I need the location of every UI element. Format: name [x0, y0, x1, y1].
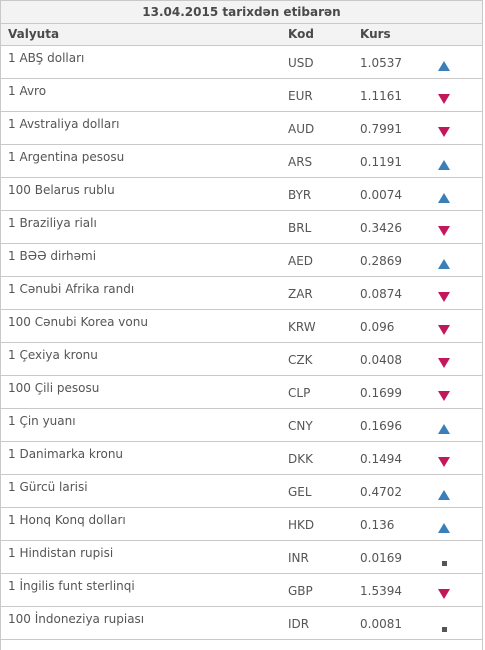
table-row: 1 Argentina pesosu ARS 0.1191: [1, 145, 482, 178]
exchange-rate: 0.0408: [360, 353, 402, 367]
trend-down-icon: [438, 457, 450, 467]
header-rate: Kurs: [360, 27, 391, 41]
table-row: 100 İndoneziya rupiası IDR 0.0081: [1, 607, 482, 640]
currency-code: IDR: [288, 617, 310, 631]
currency-name: 100 Çili pesosu: [8, 381, 100, 395]
currency-code: CNY: [288, 419, 313, 433]
exchange-rate: 0.0169: [360, 551, 402, 565]
currency-code: ARS: [288, 155, 313, 169]
currency-code: BYR: [288, 188, 312, 202]
trend-up-icon: [438, 160, 450, 170]
currency-name: 1 Çexiya kronu: [8, 348, 98, 362]
exchange-rate: 1.1161: [360, 89, 402, 103]
table-body: 1 ABŞ dolları USD 1.0537 1 Avro EUR 1.1161 1 A…: [1, 46, 482, 640]
currency-name: 1 Çin yuanı: [8, 414, 76, 428]
currency-name: 1 Avstraliya dolları: [8, 117, 120, 131]
table-row: 1 Danimarka kronu DKK 0.1494: [1, 442, 482, 475]
currency-code: CLP: [288, 386, 311, 400]
exchange-rate: 0.7991: [360, 122, 402, 136]
currency-name: 1 ABŞ dolları: [8, 51, 85, 65]
currency-code: BRL: [288, 221, 312, 235]
currency-code: GEL: [288, 485, 312, 499]
trend-up-icon: [438, 61, 450, 71]
table-row: 1 İngilis funt sterlinqi GBP 1.5394: [1, 574, 482, 607]
exchange-rate: 0.0874: [360, 287, 402, 301]
trend-up-icon: [438, 490, 450, 500]
currency-name: 100 Belarus rublu: [8, 183, 115, 197]
exchange-rate: 0.0074: [360, 188, 402, 202]
trend-up-icon: [438, 193, 450, 203]
trend-down-icon: [438, 292, 450, 302]
exchange-rate: 0.136: [360, 518, 395, 532]
trend-down-icon: [438, 589, 450, 599]
trend-down-icon: [438, 127, 450, 137]
currency-code: DKK: [288, 452, 313, 466]
trend-down-icon: [438, 358, 450, 368]
exchange-rate: 1.5394: [360, 584, 402, 598]
table-row: 1 BƏƏ dirhəmi AED 0.2869: [1, 244, 482, 277]
table-row: 1 Avstraliya dolları AUD 0.7991: [1, 112, 482, 145]
currency-code: INR: [288, 551, 309, 565]
trend-down-icon: [438, 94, 450, 104]
table-row: 1 Çexiya kronu CZK 0.0408: [1, 343, 482, 376]
currency-name: 1 Cənubi Afrika randı: [8, 282, 135, 296]
table-row: 1 Honq Konq dolları HKD 0.136: [1, 508, 482, 541]
table-continuation: [1, 640, 482, 650]
exchange-rate: 0.1191: [360, 155, 402, 169]
currency-name: 1 BƏƏ dirhəmi: [8, 249, 97, 263]
exchange-rate: 0.3426: [360, 221, 402, 235]
exchange-rate: 0.0081: [360, 617, 402, 631]
exchange-rate: 0.1494: [360, 452, 402, 466]
exchange-rate: 0.1699: [360, 386, 402, 400]
trend-up-icon: [438, 424, 450, 434]
exchange-rate: 1.0537: [360, 56, 402, 70]
table-row: 1 Braziliya rialı BRL 0.3426: [1, 211, 482, 244]
table-row: 1 Gürcü larisi GEL 0.4702: [1, 475, 482, 508]
currency-code: ZAR: [288, 287, 313, 301]
trend-unchanged-icon: [438, 556, 450, 566]
table-row: 1 Hindistan rupisi INR 0.0169: [1, 541, 482, 574]
table-row: 100 Çili pesosu CLP 0.1699: [1, 376, 482, 409]
table-title: 13.04.2015 tarixdən etibarən: [1, 0, 482, 24]
table-row: 1 ABŞ dolları USD 1.0537: [1, 46, 482, 79]
exchange-rate: 0.4702: [360, 485, 402, 499]
currency-code: HKD: [288, 518, 315, 532]
currency-name: 100 Cənubi Korea vonu: [8, 315, 148, 329]
currency-code: GBP: [288, 584, 313, 598]
trend-unchanged-icon: [438, 622, 450, 632]
currency-code: AUD: [288, 122, 315, 136]
currency-code: USD: [288, 56, 314, 70]
currency-name: 1 Danimarka kronu: [8, 447, 124, 461]
currency-name: 1 Gürcü larisi: [8, 480, 88, 494]
currency-name: 1 Hindistan rupisi: [8, 546, 114, 560]
trend-up-icon: [438, 523, 450, 533]
trend-up-icon: [438, 259, 450, 269]
currency-code: CZK: [288, 353, 313, 367]
currency-code: KRW: [288, 320, 316, 334]
currency-name: 1 Honq Konq dolları: [8, 513, 126, 527]
currency-name: 1 İngilis funt sterlinqi: [8, 579, 135, 593]
currency-name: 1 Avro: [8, 84, 47, 98]
table-row: 100 Cənubi Korea vonu KRW 0.096: [1, 310, 482, 343]
currency-name: 1 Argentina pesosu: [8, 150, 125, 164]
exchange-rate: 0.096: [360, 320, 395, 334]
currency-code: EUR: [288, 89, 313, 103]
trend-down-icon: [438, 391, 450, 401]
trend-down-icon: [438, 325, 450, 335]
table-row: 100 Belarus rublu BYR 0.0074: [1, 178, 482, 211]
currency-code: AED: [288, 254, 314, 268]
exchange-rate: 0.2869: [360, 254, 402, 268]
table-row: 1 Çin yuanı CNY 0.1696: [1, 409, 482, 442]
header-currency: Valyuta: [8, 27, 60, 41]
table-row: 1 Avro EUR 1.1161: [1, 79, 482, 112]
trend-down-icon: [438, 226, 450, 236]
header-code: Kod: [288, 27, 314, 41]
table-header: Valyuta Kod Kurs: [1, 24, 482, 46]
currency-name: 1 Braziliya rialı: [8, 216, 97, 230]
table-row: 1 Cənubi Afrika randı ZAR 0.0874: [1, 277, 482, 310]
currency-name: 100 İndoneziya rupiası: [8, 612, 145, 626]
exchange-rate: 0.1696: [360, 419, 402, 433]
